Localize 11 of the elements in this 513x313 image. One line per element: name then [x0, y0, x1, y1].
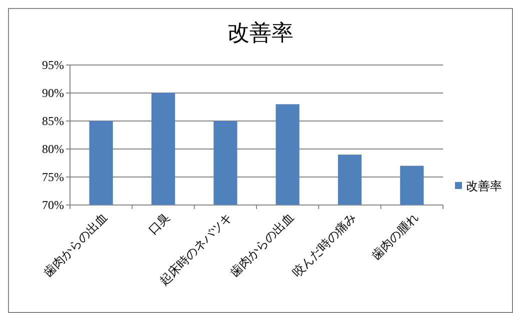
x-tick-label: 歯肉からの出血	[40, 210, 110, 280]
y-tick-label: 80%	[42, 142, 64, 156]
y-tick-label: 85%	[42, 114, 64, 128]
y-tick-label: 75%	[42, 170, 64, 184]
x-tick-label: 口臭	[145, 210, 172, 238]
y-tick-label: 90%	[42, 86, 64, 100]
y-tick-label: 70%	[42, 198, 64, 212]
chart-title: 改善率	[228, 20, 294, 45]
legend-label: 改善率	[466, 179, 502, 194]
y-tick-label: 95%	[42, 58, 64, 72]
x-tick-label: 歯肉の腫れ	[368, 210, 422, 263]
